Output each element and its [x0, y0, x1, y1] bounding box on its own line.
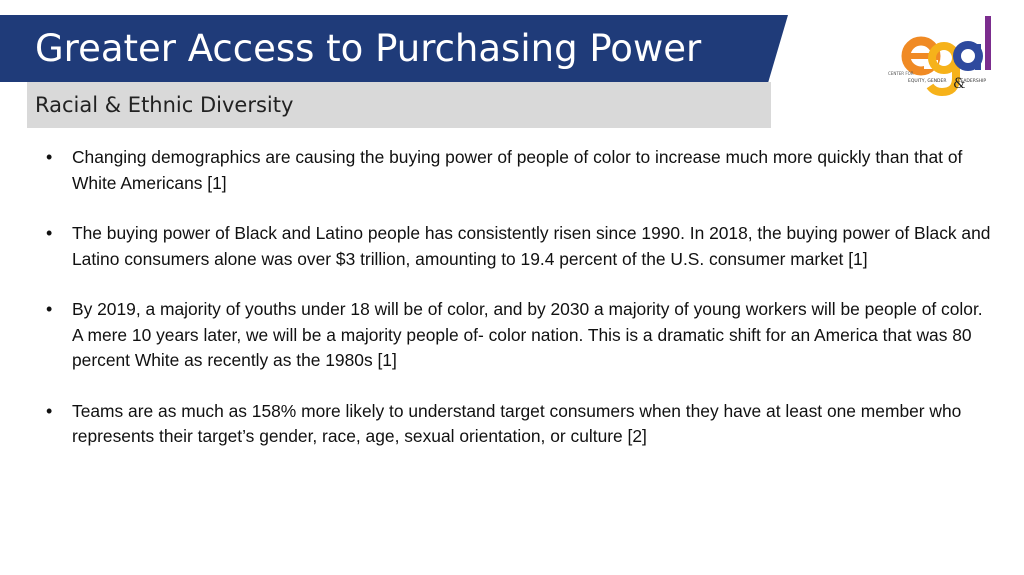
egal-logo: & CENTER FOR EQUITY, GENDER LEADERSHIP	[888, 16, 991, 97]
bullet-item: • Teams are as much as 158% more likely …	[44, 399, 994, 450]
logo-letter-ampersand: &	[953, 76, 965, 92]
bullet-text: The buying power of Black and Latino peo…	[72, 223, 991, 269]
logo-caption-leadership: LEADERSHIP	[958, 78, 986, 84]
logo-caption-equity-gender: EQUITY, GENDER	[908, 78, 947, 84]
bullet-list: • Changing demographics are causing the …	[44, 145, 994, 475]
logo-caption-center-for: CENTER FOR	[888, 71, 914, 76]
title-banner	[0, 15, 788, 82]
bullet-text: Changing demographics are causing the bu…	[72, 147, 963, 193]
bullet-marker: •	[46, 223, 53, 243]
bullet-text: By 2019, a majority of youths under 18 w…	[72, 299, 983, 370]
slide-title: Greater Access to Purchasing Power	[35, 27, 702, 70]
slide-subtitle: Racial & Ethnic Diversity	[35, 93, 294, 117]
bullet-item: • Changing demographics are causing the …	[44, 145, 994, 196]
bullet-item: • By 2019, a majority of youths under 18…	[44, 297, 994, 374]
bullet-text: Teams are as much as 158% more likely to…	[72, 400, 962, 447]
bullet-item: • The buying power of Black and Latino p…	[44, 221, 994, 272]
bullet-marker: •	[46, 147, 53, 167]
subtitle-banner: Racial & Ethnic Diversity	[27, 82, 771, 128]
bullet-marker: •	[46, 400, 53, 421]
bullet-marker: •	[46, 299, 53, 319]
